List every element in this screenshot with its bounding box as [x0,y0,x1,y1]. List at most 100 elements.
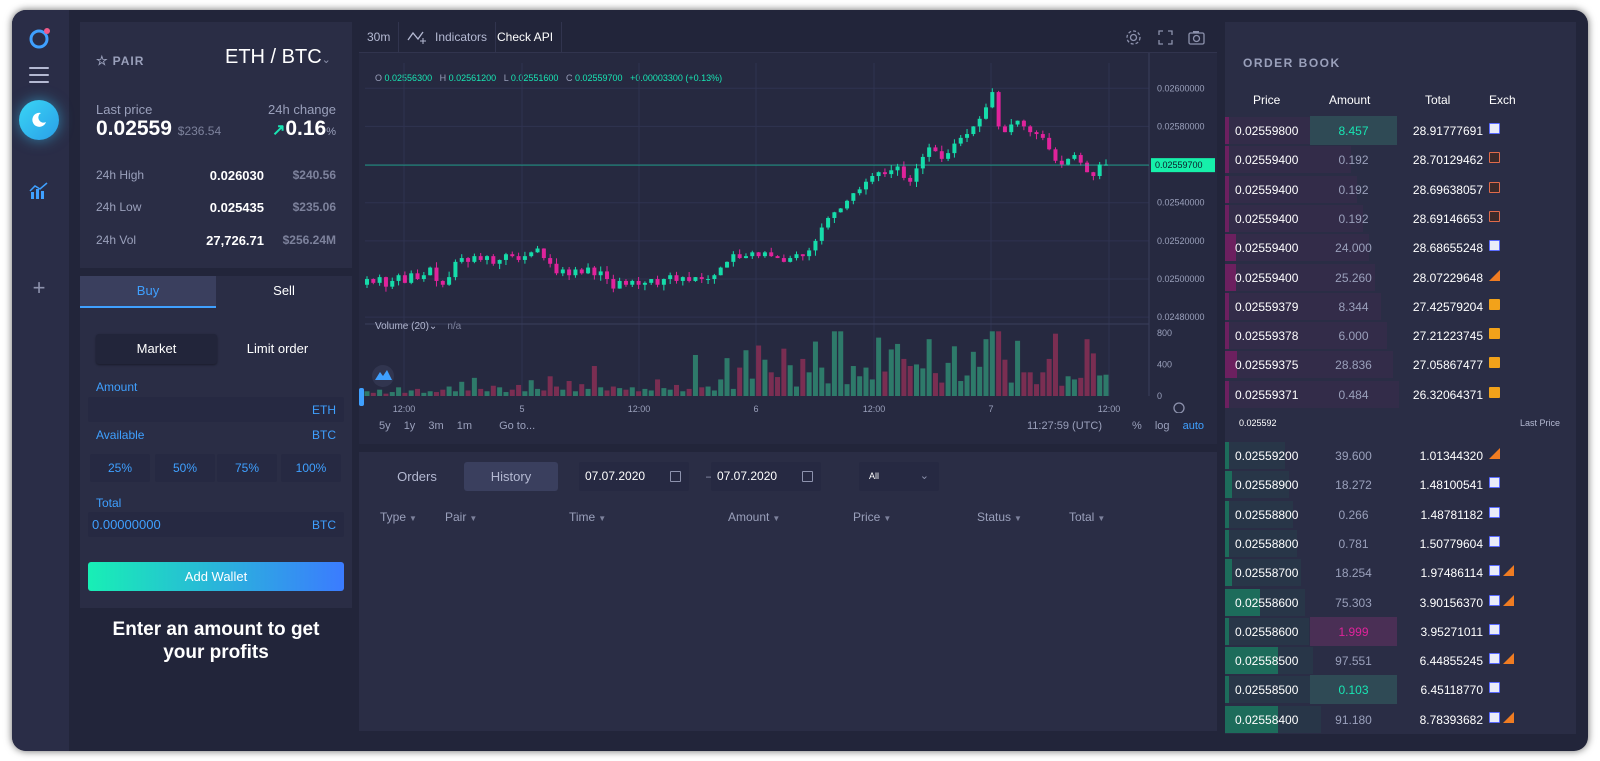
market-button[interactable]: Market [96,334,217,364]
percent-75-button[interactable]: 75% [217,454,277,482]
volume-bar [718,379,724,396]
range-3m[interactable]: 3m [428,420,444,432]
bid-row[interactable]: 0.02558500 97.551 6.44855245 [1225,646,1576,675]
total-field[interactable]: 0.00000000 BTC [88,512,344,537]
moon-icon[interactable] [19,100,59,140]
volume-bar [648,390,654,396]
ask-row[interactable]: 0.02559379 8.344 27.42579204 [1225,292,1576,321]
col-pair[interactable]: Pair ▼ [445,510,478,524]
volume-bar [377,389,383,396]
volume-bar [686,388,692,396]
volume-bar [591,366,597,396]
fullscreen-icon[interactable] [1157,29,1174,46]
ask-row[interactable]: 0.02559378 6.000 27.21223745 [1225,321,1576,350]
scale-auto[interactable]: auto [1182,420,1205,432]
candle-body [845,200,850,209]
col-status[interactable]: Status ▼ [977,510,1022,524]
candle-body [971,126,976,135]
depth-shade [1225,588,1305,616]
candle-body [895,166,900,171]
settings-icon[interactable] [1125,29,1142,46]
range-5y[interactable]: 5y [379,420,391,432]
col-amount[interactable]: Amount ▼ [728,510,781,524]
camera-icon[interactable] [1188,29,1205,46]
ask-row[interactable]: 0.02559400 0.192 28.69638057 [1225,175,1576,204]
volume-bar [781,348,787,396]
star-icon[interactable]: ☆ [96,53,109,68]
filter-select[interactable]: All ⌄ [859,462,939,491]
volume-bar [1027,372,1033,396]
limit-order-button[interactable]: Limit order [246,341,309,356]
plus-icon[interactable]: + [32,275,46,300]
date-from-input[interactable]: 07.07.2020 [579,462,689,491]
candle-body [434,267,439,281]
bid-row[interactable]: 0.02559200 39.600 1.01344320 [1225,441,1576,470]
order-form: Buy Sell Market Limit order Amount ETH A… [80,276,352,608]
volume-bar [623,389,629,396]
indicators-button[interactable]: Indicators [401,22,497,53]
volume-bar [579,384,585,396]
bid-row[interactable]: 0.02558500 0.103 6.45118770 [1225,675,1576,705]
scale-percent[interactable]: % [1132,420,1142,432]
goto-button[interactable]: Go to... [499,420,536,432]
current-price-label: 0.02559700 [1155,160,1203,170]
tab-sell[interactable]: Sell [273,283,295,298]
percent-50-button[interactable]: 50% [155,454,215,482]
sidebar: + [12,10,69,751]
date-to-input[interactable]: 07.07.2020 [711,462,821,491]
exchange-icons [1489,357,1503,371]
bid-row[interactable]: 0.02558900 18.272 1.48100541 [1225,470,1576,499]
ask-row[interactable]: 0.02559400 24.000 28.68655248 [1225,233,1576,262]
bar-chart-icon[interactable] [29,182,49,200]
check-api-button[interactable]: Check API [489,22,563,53]
interval-selector[interactable]: 30m [359,22,400,53]
bid-row[interactable]: 0.02558600 75.303 3.90156370 [1225,588,1576,617]
logo-icon[interactable] [27,25,53,51]
bid-row[interactable]: 0.02558700 18.254 1.97486114 [1225,558,1576,587]
ask-row[interactable]: 0.02559375 28.836 27.05867477 [1225,350,1576,379]
calendar-icon[interactable] [670,471,681,482]
bid-row[interactable]: 0.02558800 0.781 1.50779604 [1225,529,1576,558]
ask-row[interactable]: 0.02559371 0.484 26.32064371 [1225,380,1576,409]
range-1y[interactable]: 1y [403,420,416,432]
volume-bar [863,367,869,396]
tab-orders[interactable]: Orders [397,469,437,484]
col-type[interactable]: Type ▼ [380,510,417,524]
col-time[interactable]: Time ▼ [569,510,607,524]
hamburger-icon[interactable] [29,67,49,83]
percent-25-button[interactable]: 25% [90,454,150,482]
col-price[interactable]: Price ▼ [853,510,892,524]
pair-selector[interactable]: ETH / BTC⌄ [225,46,331,68]
volume-bar [1002,359,1008,396]
volume-bar [673,384,679,396]
chevron-down-icon[interactable]: ⌄ [428,321,438,332]
candle-body [440,280,445,285]
calendar-icon[interactable] [802,471,813,482]
price-chart[interactable]: 0.026000000.025800000.025600000.02540000… [359,53,1217,413]
ask-row[interactable]: 0.02559400 25.260 28.07229648 [1225,263,1576,292]
candle-body [857,189,862,194]
ask-row[interactable]: 0.02559400 0.192 28.69146653 [1225,204,1576,233]
volume-bar [478,388,484,396]
add-wallet-button[interactable]: Add Wallet [88,562,344,591]
candle-body [775,256,780,259]
percent-100-button[interactable]: 100% [281,454,341,482]
bid-row[interactable]: 0.02558800 0.266 1.48781182 [1225,500,1576,529]
col-total[interactable]: Total ▼ [1069,510,1106,524]
depth-bar [1225,647,1278,675]
amount-input[interactable]: ETH [88,397,344,422]
exchange-icons [1489,711,1517,726]
tab-history[interactable]: History [464,462,558,491]
exchange-blue-icon [1489,594,1500,606]
total-unit: BTC [312,518,336,532]
candle-body [920,156,925,169]
volume-bar [945,362,951,396]
range-1m[interactable]: 1m [456,420,472,432]
bid-row[interactable]: 0.02558400 91.180 8.78393682 [1225,705,1576,734]
exchange-icons [1489,653,1517,667]
ask-row[interactable]: 0.02559400 0.192 28.70129462 [1225,145,1576,174]
tab-buy[interactable]: Buy [80,276,216,308]
bid-row[interactable]: 0.02558600 1.999 3.95271011 [1225,616,1576,646]
scale-log[interactable]: log [1154,420,1170,432]
ask-row[interactable]: 0.02559800 8.457 28.91777691 [1225,116,1576,145]
